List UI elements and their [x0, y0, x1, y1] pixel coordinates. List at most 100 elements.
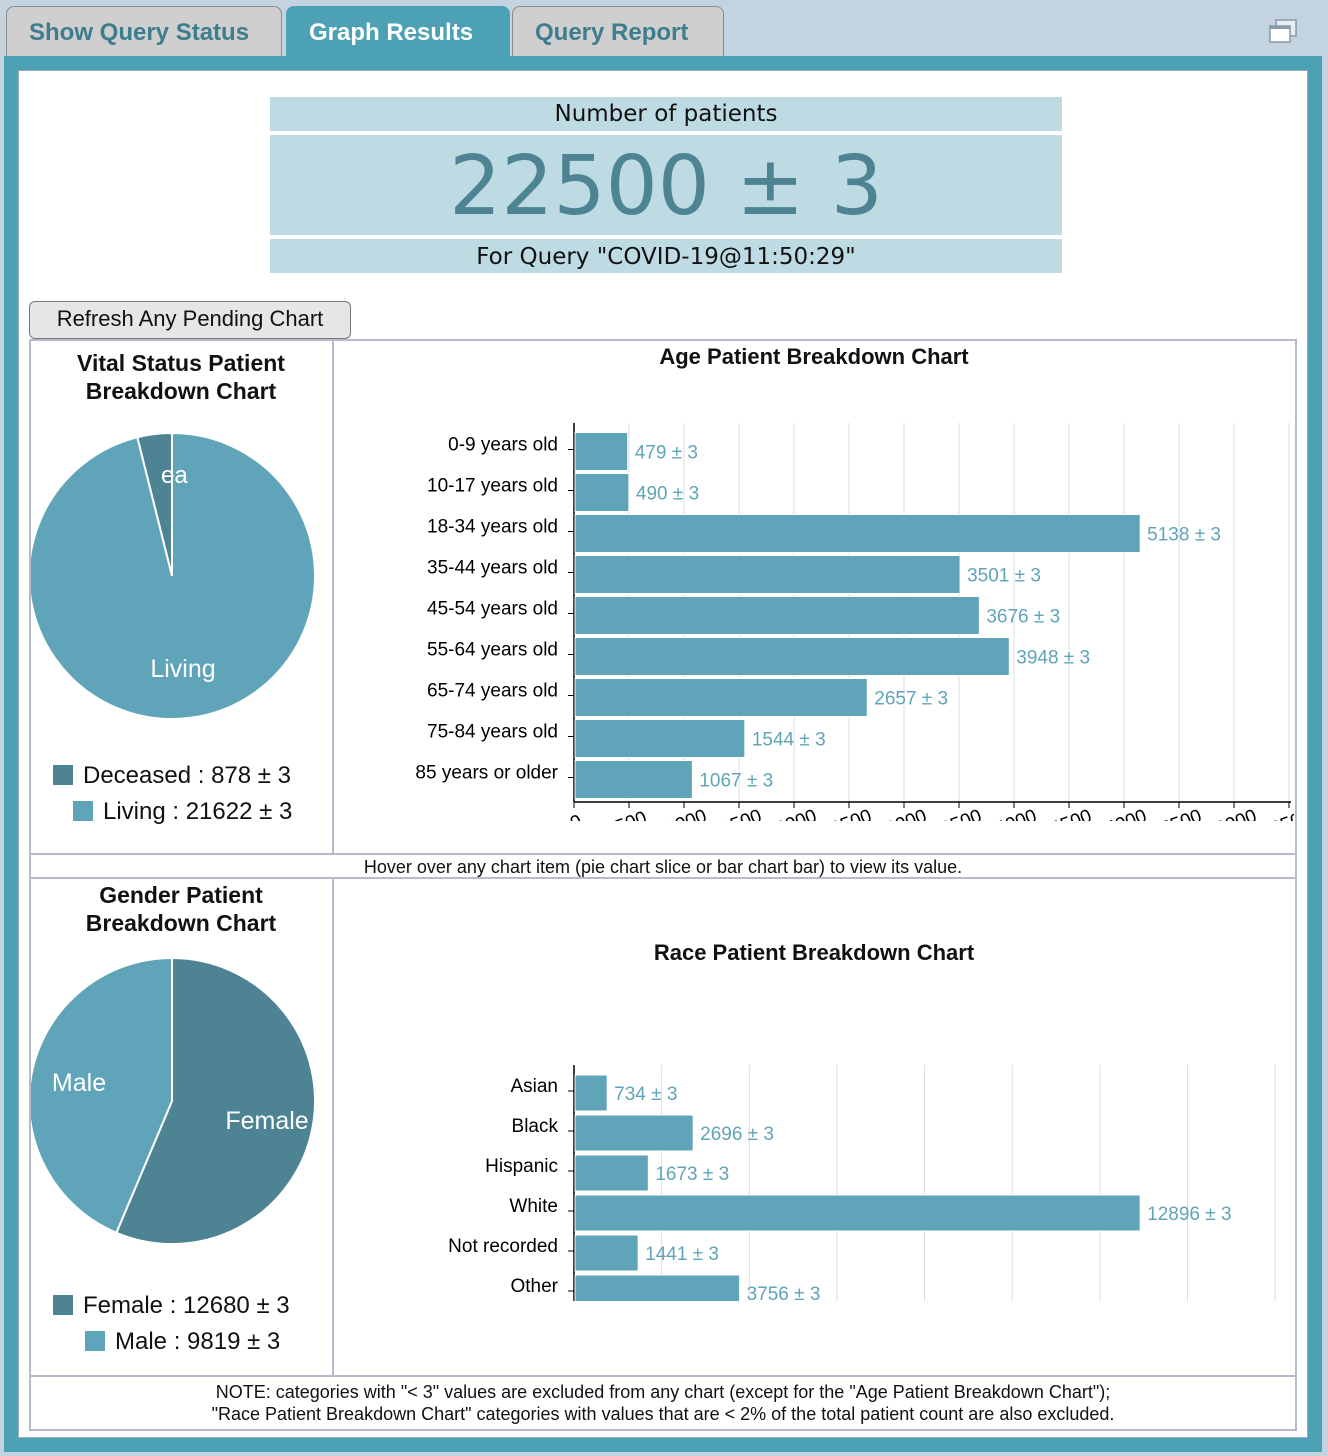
pie-label-living: Living	[150, 655, 215, 683]
legend-item-living: Living : 21622 ± 3	[73, 797, 292, 827]
vital-status-pie-chart: ea Living	[31, 431, 316, 720]
table-divider-top	[332, 339, 334, 855]
x-tick-label: 1000	[663, 806, 710, 821]
category-label: 75-84 years old	[427, 722, 558, 743]
value-label: 3676 ± 3	[986, 607, 1060, 628]
x-tick-label: 5500	[1158, 806, 1205, 821]
age-bar-chart: 0 500 1000 1500 2000 2500 3000 3500 4000 4500 5000…	[415, 423, 1294, 821]
legend-item-deceased: Deceased : 878 ± 3	[53, 761, 291, 791]
table-divider-row1	[29, 853, 1297, 855]
table-border-right	[1295, 339, 1297, 1431]
legend-item-male: Male : 9819 ± 3	[85, 1327, 280, 1357]
category-label: 45-54 years old	[427, 599, 558, 620]
legend-swatch	[73, 801, 93, 821]
bar	[574, 1234, 639, 1272]
value-label: 1673 ± 3	[655, 1164, 729, 1185]
x-tick-label: 2000	[773, 806, 820, 821]
value-label: 734 ± 3	[614, 1084, 677, 1105]
category-label: Asian	[510, 1076, 558, 1097]
x-tick-label: 500	[613, 808, 650, 821]
tab-show-query-status[interactable]: Show Query Status	[6, 6, 282, 58]
x-tick-label: 4500	[1048, 806, 1095, 821]
category-label: Black	[512, 1116, 559, 1137]
legend-item-female: Female : 12680 ± 3	[53, 1291, 290, 1321]
value-label: 1544 ± 3	[752, 730, 826, 751]
category-label: Not recorded	[448, 1236, 558, 1257]
gender-chart-title: Gender Patient Breakdown Chart	[85, 882, 277, 936]
pie-label-male: Male	[52, 1069, 106, 1097]
value-label: 479 ± 3	[635, 443, 698, 464]
x-tick-label: 1500	[718, 806, 765, 821]
category-label: White	[509, 1196, 558, 1217]
pie-slice-living	[31, 431, 316, 720]
value-label: 1067 ± 3	[699, 771, 773, 792]
race-chart-title: Race Patient Breakdown Chart	[653, 940, 975, 965]
gender-pie-chart: Female Male	[31, 956, 316, 1245]
patient-count-title: Number of patients	[270, 97, 1062, 131]
value-label: 2696 ± 3	[700, 1124, 774, 1145]
tab-query-report[interactable]: Query Report	[512, 6, 724, 58]
bar	[574, 1194, 1141, 1232]
category-label: 10-17 years old	[427, 476, 558, 497]
value-label: 3948 ± 3	[1016, 648, 1090, 669]
restore-window-icon[interactable]	[1268, 18, 1298, 46]
table-border-left	[29, 339, 31, 1431]
footer-note: NOTE: categories with "< 3" values are e…	[211, 1382, 1115, 1424]
pie-label-deceased: ea	[161, 462, 188, 489]
category-label: Hispanic	[485, 1156, 558, 1177]
legend-swatch	[53, 1295, 73, 1315]
bar	[574, 555, 961, 594]
value-label: 3756 ± 3	[747, 1284, 821, 1301]
bar	[574, 760, 693, 799]
category-label: Other	[510, 1276, 558, 1297]
hover-note: Hover over any chart item (pie chart sli…	[363, 857, 963, 877]
x-tick-label: 3500	[938, 806, 985, 821]
category-label: 65-74 years old	[427, 681, 558, 702]
legend-swatch	[53, 765, 73, 785]
x-tick-label: 6500	[1268, 806, 1294, 821]
bar	[574, 432, 629, 471]
results-panel: Number of patients 22500 ± 3 For Query "…	[18, 70, 1308, 1438]
tab-graph-results[interactable]: Graph Results	[286, 6, 510, 58]
table-divider-row2	[29, 877, 1297, 879]
vital-status-chart-title: Vital Status Patient Breakdown Chart	[77, 350, 285, 404]
bar	[574, 719, 746, 758]
bar	[574, 637, 1010, 676]
x-tick-label: 4000	[993, 806, 1040, 821]
value-label: 5138 ± 3	[1147, 525, 1221, 546]
bar	[574, 678, 868, 717]
x-tick-label: 2500	[828, 806, 875, 821]
pie-slice-female	[115, 956, 316, 1245]
bar	[574, 1154, 649, 1192]
bar	[574, 596, 980, 635]
x-tick-label: 5000	[1103, 806, 1150, 821]
refresh-pending-chart-button[interactable]: Refresh Any Pending Chart	[29, 301, 351, 339]
x-tick-label: 3000	[883, 806, 930, 821]
bar	[574, 514, 1141, 553]
bar	[574, 1074, 608, 1112]
value-label: 1441 ± 3	[645, 1244, 719, 1265]
patient-count-value: 22500 ± 3	[270, 135, 1062, 235]
table-border-bottom	[29, 1429, 1297, 1431]
query-name: For Query "COVID-19@11:50:29"	[270, 239, 1062, 273]
category-label: 55-64 years old	[427, 640, 558, 661]
category-label: 85 years or older	[415, 763, 558, 784]
bar	[574, 1274, 741, 1301]
pie-slice-male	[31, 956, 173, 1235]
category-label: 18-34 years old	[427, 517, 558, 538]
tab-bar: Show Query Status Graph Results Query Re…	[0, 0, 1328, 58]
x-tick-label: 6000	[1213, 806, 1260, 821]
table-divider-bottom	[332, 877, 334, 1377]
bar	[574, 1114, 694, 1152]
value-label: 3501 ± 3	[967, 566, 1041, 587]
legend-swatch	[85, 1331, 105, 1351]
bar	[574, 473, 630, 512]
value-label: 2657 ± 3	[874, 689, 948, 710]
results-frame: Number of patients 22500 ± 3 For Query "…	[4, 56, 1322, 1452]
category-label: 35-44 years old	[427, 558, 558, 579]
table-divider-row3	[29, 1375, 1297, 1377]
value-label: 490 ± 3	[636, 484, 699, 505]
category-label: 0-9 years old	[448, 435, 558, 456]
x-tick-label: 0	[568, 811, 585, 821]
race-bar-chart: 0200040006000800010000120001400016000Asi…	[448, 1065, 1276, 1301]
